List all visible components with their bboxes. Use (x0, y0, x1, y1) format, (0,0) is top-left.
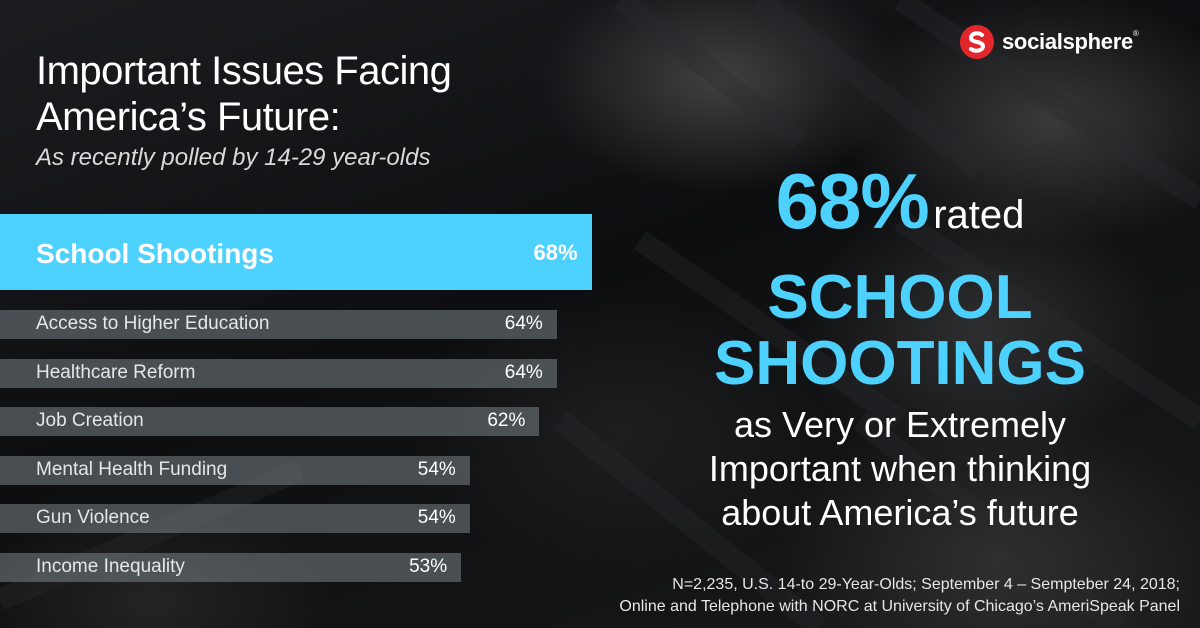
bar-value-2: 64% (504, 361, 543, 383)
bar-1 (0, 310, 557, 339)
callout-school: SCHOOL (767, 263, 1033, 332)
callout-rated: rated (933, 193, 1025, 237)
brand-wordmark: socialsphere (1002, 29, 1133, 54)
bar-6 (0, 552, 462, 582)
bar-0 (0, 214, 592, 290)
bar-value-0: 68% (533, 240, 578, 265)
brand-name: socialsphere® (1002, 29, 1139, 55)
bar-3 (0, 407, 540, 436)
bar-value-3: 62% (487, 410, 526, 431)
bar-value-4: 54% (417, 458, 456, 480)
key-stat-callout: 68% rated SCHOOL SHOOTINGS as Very or Ex… (640, 160, 1160, 535)
socialsphere-logo-icon (960, 25, 994, 59)
callout-line-4: as Very or Extremely (733, 404, 1067, 445)
bar-2 (0, 358, 557, 388)
bar-chart: School Shootings 68% Access to Higher Educ… (0, 214, 600, 594)
methodology-footnote: N=2,235, U.S. 14-to 29-Year-Olds; Septem… (619, 574, 1180, 618)
bar-value-6: 53% (409, 555, 448, 577)
callout-line-1: 68% rated (640, 160, 1160, 265)
bar-label-1: Access to Higher Education (36, 313, 270, 334)
socialsphere-logo: socialsphere® (960, 22, 1180, 62)
bar-label-4: Mental Health Funding (36, 458, 228, 480)
callout-shootings: SHOOTINGS (713, 329, 1087, 398)
callout-line-6: about America’s future (721, 492, 1079, 533)
bar-5 (0, 504, 470, 533)
bar-value-1: 64% (504, 313, 543, 334)
callout-description: as Very or Extremely Important when thin… (640, 403, 1160, 535)
chart-title: Important Issues Facing America’s Future… (36, 48, 556, 140)
bar-value-5: 54% (417, 507, 456, 528)
bar-label-0: School Shootings (36, 238, 274, 269)
bar-label-6: Income Inequality (36, 555, 185, 577)
title-line-1: Important Issues Facing (36, 49, 452, 93)
callout-percent: 68% (775, 157, 930, 245)
footnote-line-1: N=2,235, U.S. 14-to 29-Year-Olds; Septem… (672, 576, 1180, 593)
bar-label-2: Healthcare Reform (36, 361, 196, 383)
bar-4 (0, 455, 470, 485)
title-line-2: America’s Future: (36, 95, 341, 139)
footnote-line-2: Online and Telephone with NORC at Univer… (619, 598, 1180, 615)
registered-mark: ® (1132, 29, 1139, 38)
headline: Important Issues Facing America’s Future… (36, 48, 556, 172)
bar-label-3: Job Creation (36, 410, 144, 431)
callout-line-5: Important when thinking (708, 448, 1092, 489)
bar-label-5: Gun Violence (36, 507, 150, 528)
chart-subtitle: As recently polled by 14-29 year-olds (36, 144, 431, 171)
